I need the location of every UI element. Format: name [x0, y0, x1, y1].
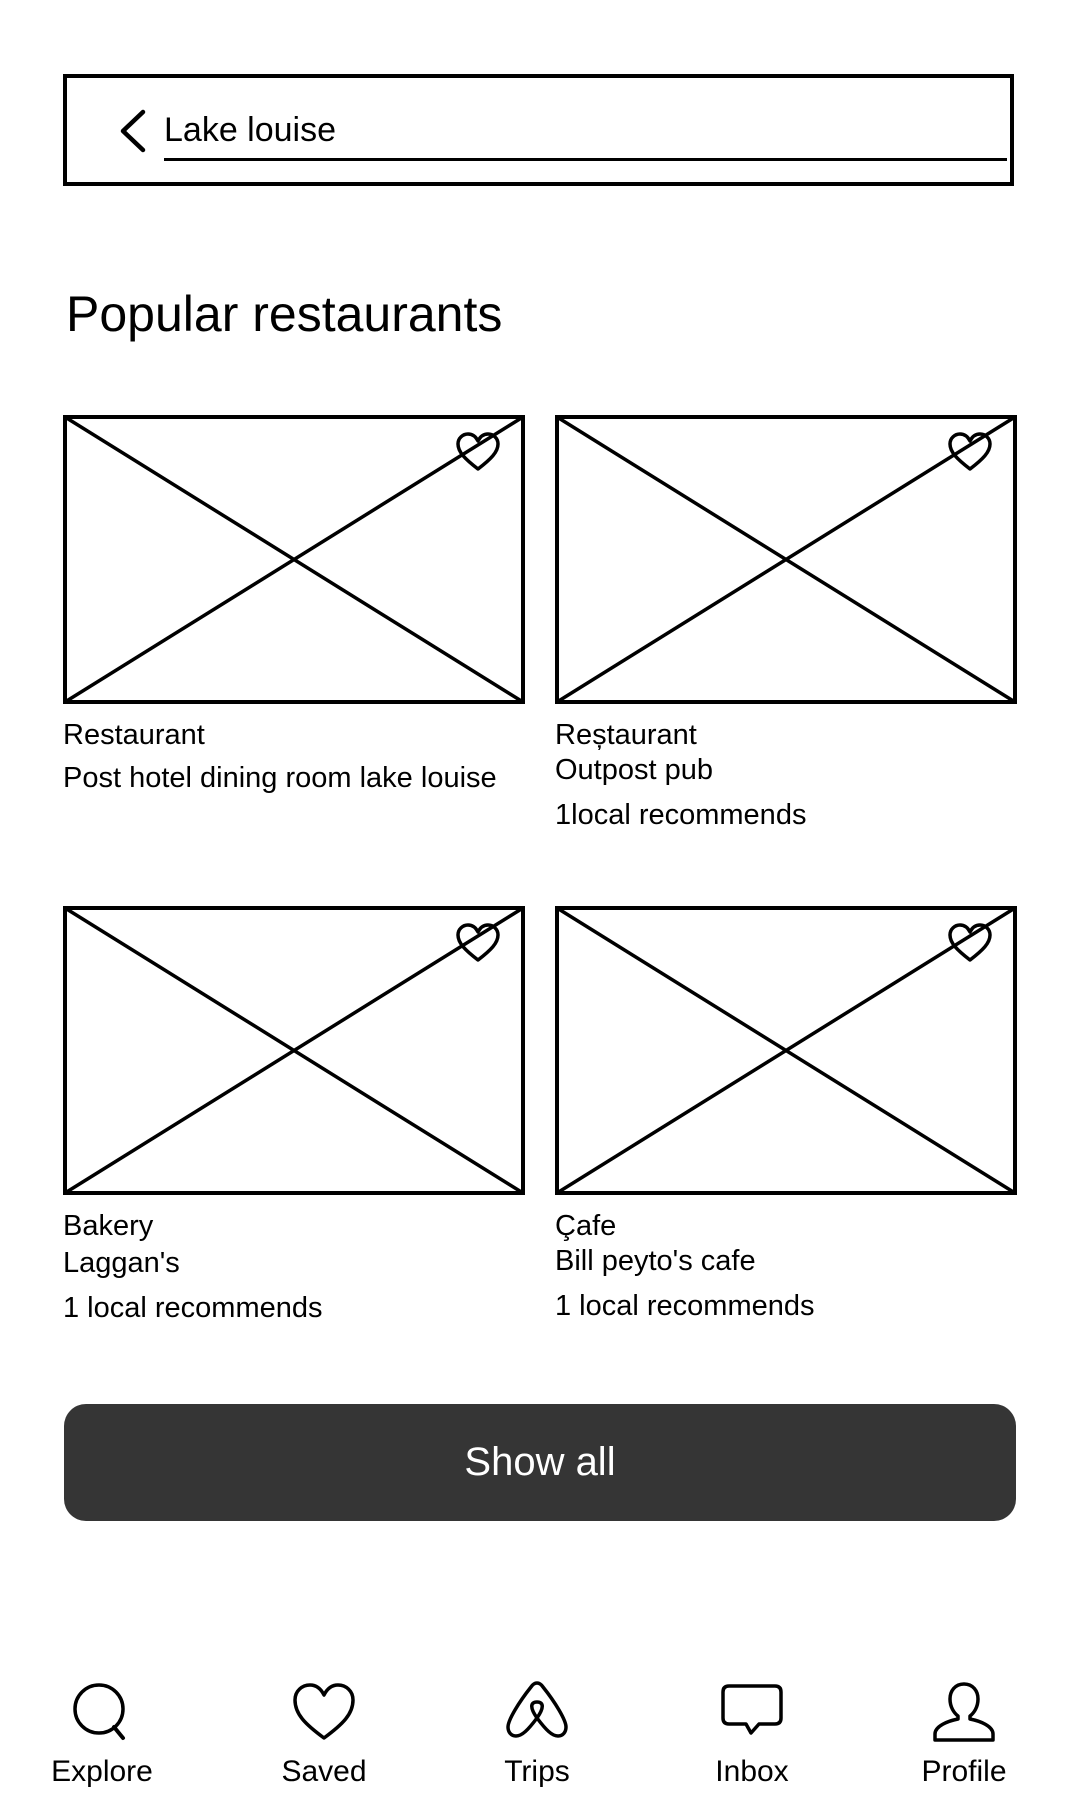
- restaurant-card[interactable]: Restaurant Post hotel dining room lake l…: [63, 415, 525, 794]
- restaurant-card[interactable]: Bakery Laggan's 1 local recommends: [63, 906, 525, 1325]
- image-placeholder: [555, 906, 1017, 1195]
- card-category: Restaurant: [63, 719, 205, 751]
- card-recommends: 1local recommends: [555, 799, 807, 831]
- chat-bubble-icon: [721, 1684, 783, 1735]
- image-placeholder: [555, 415, 1017, 704]
- image-placeholder: [63, 415, 525, 704]
- tab-explore[interactable]: Explore: [27, 1670, 177, 1800]
- card-title: Post hotel dining room lake louise: [63, 762, 497, 794]
- tab-trips[interactable]: Trips: [462, 1670, 612, 1800]
- heart-icon[interactable]: [947, 922, 993, 964]
- tab-profile[interactable]: Profile: [889, 1670, 1039, 1800]
- restaurant-card[interactable]: Çafe Bill peyto's cafe 1 local recommend…: [555, 906, 1017, 1323]
- card-category: Reștaurant: [555, 719, 697, 751]
- tab-label: Inbox: [715, 1755, 789, 1788]
- card-recommends: 1 local recommends: [555, 1290, 815, 1322]
- section-title: Popular restaurants: [66, 286, 503, 342]
- tab-inbox[interactable]: Inbox: [677, 1670, 827, 1800]
- heart-icon: [293, 1683, 355, 1740]
- card-category: Bakery: [63, 1210, 154, 1242]
- image-placeholder: [63, 906, 525, 1195]
- airbnb-logo-icon: [506, 1681, 568, 1738]
- card-title: Outpost pub: [555, 754, 713, 786]
- card-title: Laggan's: [63, 1247, 180, 1279]
- restaurant-card[interactable]: Reștaurant Outpost pub 1local recommends: [555, 415, 1017, 832]
- tab-label: Saved: [281, 1755, 367, 1788]
- image-placeholder-graphic: [63, 906, 525, 1195]
- tab-saved[interactable]: Saved: [249, 1670, 399, 1800]
- image-placeholder-graphic: [555, 415, 1017, 704]
- tab-label: Explore: [51, 1755, 153, 1788]
- search-icon: [73, 1683, 125, 1740]
- image-placeholder-graphic: [63, 415, 525, 704]
- user-icon: [933, 1682, 995, 1742]
- image-placeholder-graphic: [555, 906, 1017, 1195]
- tab-label: Profile: [921, 1755, 1007, 1788]
- chevron-left-icon[interactable]: [111, 106, 155, 156]
- card-category: Çafe: [555, 1210, 617, 1242]
- card-recommends: 1 local recommends: [63, 1292, 323, 1324]
- tab-label: Trips: [504, 1755, 570, 1788]
- card-title: Bill peyto's cafe: [555, 1245, 756, 1277]
- heart-icon[interactable]: [455, 431, 501, 473]
- bottom-tab-bar: Explore Saved Trips Inbox Profile: [0, 1670, 1080, 1800]
- search-input[interactable]: [164, 94, 1007, 161]
- heart-icon[interactable]: [947, 431, 993, 473]
- show-all-button[interactable]: Show all: [64, 1404, 1016, 1521]
- search-bar: [63, 74, 1014, 186]
- heart-icon[interactable]: [455, 922, 501, 964]
